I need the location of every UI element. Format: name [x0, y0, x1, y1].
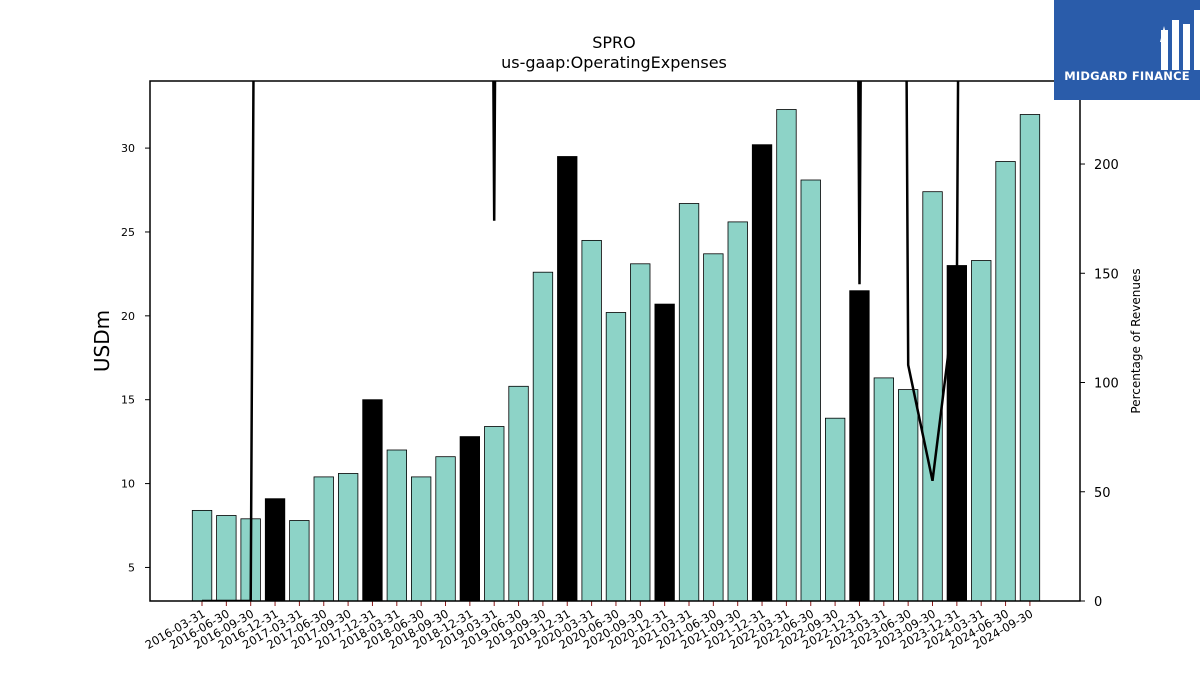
bar-2016-12-31 — [264, 498, 286, 602]
bar-2018-06-30 — [410, 476, 432, 602]
bar-2021-12-31 — [751, 144, 773, 602]
y-tick-label: 25 — [121, 226, 135, 239]
bar-2021-03-31 — [678, 203, 700, 602]
bar-2018-12-31 — [459, 436, 481, 602]
y2-axis-label: Percentage of Revenues — [1129, 268, 1143, 413]
bar-2020-12-31 — [654, 303, 675, 602]
y-tick-label: 5 — [128, 561, 135, 574]
bar-2023-09-30 — [922, 191, 943, 602]
bar-2020-09-30 — [630, 263, 651, 602]
chart-title: SPRO — [592, 33, 636, 52]
bar-2022-03-31 — [776, 109, 797, 602]
plot-frame — [149, 80, 1081, 602]
y2-tick-label: 200 — [1094, 158, 1119, 173]
bar-2024-03-31 — [971, 260, 992, 602]
bar-2022-06-30 — [800, 179, 821, 602]
bar-2021-06-30 — [703, 253, 724, 602]
midgard-logo-icon — [1160, 10, 1200, 70]
bar-2024-06-30 — [995, 161, 1016, 602]
bar-2017-12-31 — [362, 399, 383, 602]
bar-2018-03-31 — [386, 449, 408, 602]
bar-2020-03-31 — [581, 239, 602, 602]
y2-tick-label: 50 — [1094, 486, 1111, 501]
bar-2019-06-30 — [508, 385, 529, 602]
bars-layer — [191, 109, 1041, 602]
y-tick-label: 15 — [121, 394, 135, 407]
bar-2017-03-31 — [289, 520, 310, 602]
y2-tick-label: 0 — [1094, 595, 1102, 610]
axes-layer: 2016-03-312016-06-302016-09-302016-12-31… — [121, 80, 1119, 652]
y-tick-label: 20 — [121, 310, 135, 323]
bar-2023-12-31 — [946, 265, 967, 602]
bar-2016-03-31 — [191, 509, 213, 602]
bar-2017-09-30 — [337, 473, 359, 602]
bar-2019-12-31 — [557, 156, 578, 602]
midgard-finance-logo: MIDGARD FINANCE — [1054, 0, 1200, 100]
chart-subtitle: us-gaap:OperatingExpenses — [501, 53, 727, 72]
logo-text: MIDGARD FINANCE — [1064, 69, 1190, 83]
y-tick-label: 30 — [121, 142, 135, 155]
bar-2022-12-31 — [849, 290, 870, 602]
bar-2016-06-30 — [216, 515, 237, 602]
y-axis-label: USDm — [90, 310, 114, 372]
bar-2019-03-31 — [484, 426, 505, 602]
bar-2022-09-30 — [825, 417, 846, 602]
y-tick-label: 10 — [121, 478, 135, 491]
y2-tick-label: 150 — [1094, 267, 1119, 282]
bar-2024-09-30 — [1019, 114, 1041, 602]
bar-2018-09-30 — [435, 456, 456, 602]
bar-2023-03-31 — [873, 377, 894, 602]
bar-2021-09-30 — [727, 221, 748, 602]
bar-2023-06-30 — [898, 389, 919, 602]
y2-tick-label: 100 — [1094, 377, 1119, 392]
bar-2020-06-30 — [605, 312, 627, 602]
bar-2019-09-30 — [532, 271, 554, 602]
bar-2017-06-30 — [313, 476, 334, 602]
